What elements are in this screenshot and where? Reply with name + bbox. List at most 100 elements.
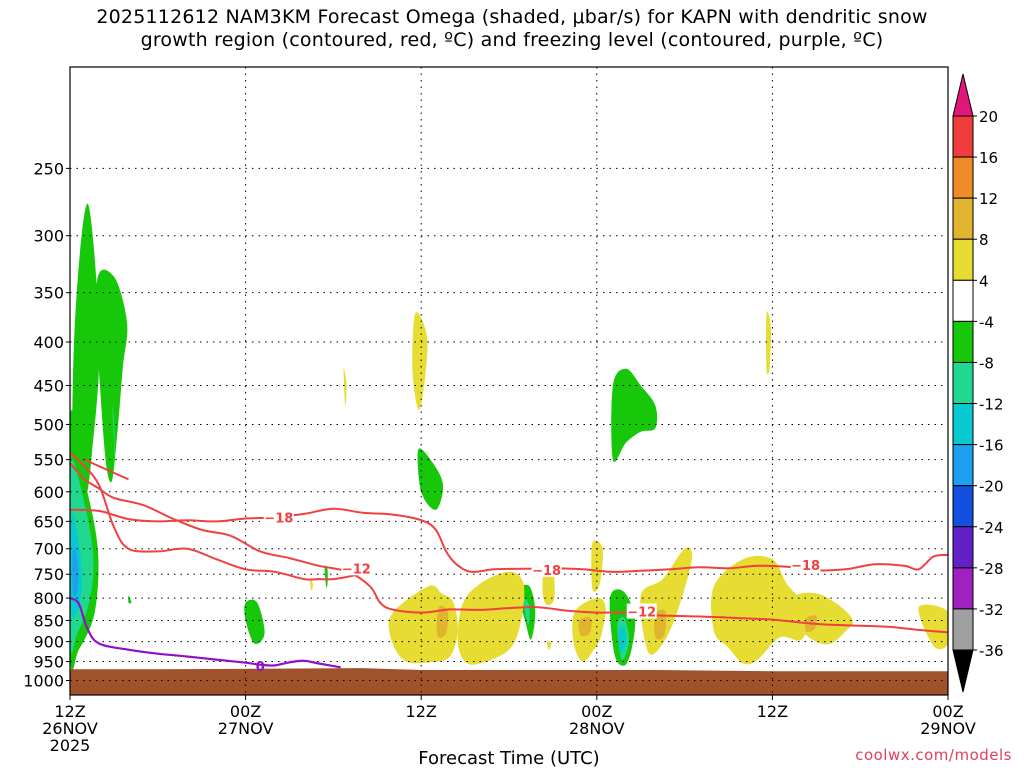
omega-region-neg8	[611, 368, 658, 463]
colorbar-label: 12	[979, 190, 998, 208]
colorbar-swatch	[952, 238, 974, 281]
contour-label: −12	[342, 562, 371, 577]
colorbar-label: -20	[979, 478, 1004, 496]
omega-region-4	[766, 311, 772, 375]
colorbar-label: 8	[979, 231, 989, 249]
colorbar-swatch	[952, 361, 974, 405]
contour-label: −18	[264, 512, 293, 527]
y-tick-label: 800	[33, 589, 64, 608]
contour-label: −12	[627, 606, 656, 621]
omega-region-neg20	[72, 546, 79, 597]
freezing-level-label: 0	[256, 660, 265, 675]
omega-region-4	[546, 641, 552, 650]
colorbar-label: -24	[979, 519, 1004, 537]
colorbar-swatch	[952, 526, 974, 569]
omega-region-neg8	[96, 269, 128, 483]
omega-region-4	[388, 585, 458, 664]
colorbar-label: -12	[979, 396, 1004, 414]
y-tick-label: 700	[33, 540, 64, 559]
x-tick-label: 29NOV	[920, 719, 976, 738]
colorbar-label: -28	[979, 560, 1004, 578]
chart-title: 2025112612 NAM3KM Forecast Omega (shaded…	[0, 6, 1024, 52]
omega-region-4	[711, 555, 810, 665]
contour-label-bg	[531, 561, 562, 577]
x-tick-label: 12Z	[406, 702, 437, 721]
omega-region-4	[412, 312, 428, 410]
y-tick-label: 650	[33, 512, 64, 531]
x-tick-label: 2025	[50, 736, 91, 755]
colorbar-top-triangle	[952, 73, 974, 117]
x-tick-label: 26NOV	[42, 719, 98, 738]
contour-label-bg	[341, 560, 372, 576]
x-tick-label: 12Z	[757, 702, 788, 721]
omega-region-neg8	[128, 595, 132, 604]
y-tick-label: 900	[33, 633, 64, 652]
omega-region-neg8	[324, 565, 328, 588]
x-axis-label: Forecast Time (UTC)	[418, 748, 599, 768]
dgz-contour-neg18	[70, 507, 948, 573]
dgz-contour-neg12	[70, 462, 948, 634]
colorbar-swatch	[952, 608, 974, 651]
colorbar-swatch	[952, 403, 974, 446]
omega-region-4	[343, 368, 347, 406]
omega-region-4	[918, 604, 948, 650]
omega-region-4	[640, 547, 693, 655]
y-tick-label: 300	[33, 227, 64, 246]
x-tick-label: 00Z	[230, 702, 261, 721]
colorbar-swatch	[952, 444, 974, 487]
colorbar-label: 20	[979, 108, 998, 126]
y-tick-label: 350	[33, 284, 64, 303]
dgz-contour-neg12	[70, 452, 371, 581]
contour-label: −18	[791, 559, 820, 574]
colorbar-label: 4	[979, 272, 989, 290]
credit-link[interactable]: coolwx.com/models	[855, 746, 1012, 764]
colorbar-label: -36	[979, 642, 1004, 660]
y-tick-label: 750	[33, 565, 64, 584]
chart-title-line1: 2025112612 NAM3KM Forecast Omega (shaded…	[96, 6, 928, 28]
contour-label-bg	[626, 603, 657, 619]
omega-region-neg8	[417, 448, 444, 510]
omega-region-neg16	[618, 626, 627, 653]
omega-region-8	[436, 605, 449, 638]
contour-label: −18	[532, 564, 561, 579]
y-tick-label: 850	[33, 611, 64, 630]
dgz-contour-neg18	[84, 458, 129, 481]
y-tick-label: 600	[33, 483, 64, 502]
x-tick-label: 00Z	[581, 702, 612, 721]
omega-region-8	[654, 609, 667, 640]
colorbar-label: -32	[979, 601, 1004, 619]
ground-surface	[70, 668, 948, 695]
colorbar-label: -16	[979, 437, 1004, 455]
x-tick-label: 00Z	[932, 702, 963, 721]
colorbar-swatch	[952, 197, 974, 240]
y-tick-label: 250	[33, 159, 64, 178]
colorbar-label: -8	[979, 354, 994, 372]
colorbar-swatch	[952, 115, 974, 158]
colorbar-label: 16	[979, 149, 998, 167]
contour-label-bg	[263, 509, 294, 525]
contour-label-bg	[790, 556, 821, 572]
omega-region-4	[309, 578, 313, 592]
x-tick-label: 28NOV	[569, 719, 625, 738]
x-tick-label: 12Z	[54, 702, 85, 721]
colorbar-swatch	[952, 156, 974, 199]
colorbar-label: -4	[979, 313, 994, 331]
y-tick-label: 950	[33, 653, 64, 672]
x-tick-label: 27NOV	[218, 719, 274, 738]
colorbar-swatch	[952, 485, 974, 528]
freezing-level-contour	[70, 597, 341, 669]
colorbar-bottom-triangle	[952, 649, 974, 693]
y-tick-label: 550	[33, 451, 64, 470]
omega-region-neg8	[244, 599, 265, 645]
omega-region-8	[578, 617, 592, 637]
y-tick-label: 450	[33, 377, 64, 396]
omega-region-neg12	[112, 406, 116, 467]
colorbar-swatch	[952, 320, 974, 363]
plot-frame	[69, 66, 949, 696]
colorbar-swatch	[952, 279, 974, 322]
omega-region-neg12	[523, 597, 530, 625]
y-tick-label: 500	[33, 415, 64, 434]
colorbar-swatch	[952, 567, 974, 610]
omega-region-4	[591, 540, 604, 592]
